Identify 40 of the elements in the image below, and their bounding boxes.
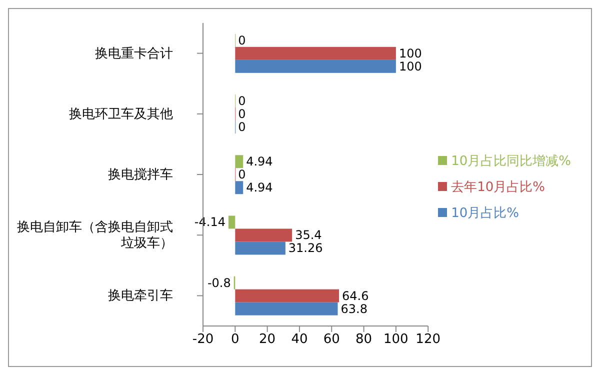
data-label: 63.8 [340,302,368,316]
x-tick-label: 0 [231,332,240,348]
x-tick-label: 100 [384,332,408,348]
data-label: 31.26 [288,241,323,256]
x-tick-label: -20 [192,332,214,348]
data-label: 0 [238,33,246,48]
legend-label: 去年10月占比% [451,180,545,194]
legend-label: 10月占比同比增减% [451,154,571,168]
data-label: 4.94 [246,154,273,169]
data-label: 35.4 [295,228,322,242]
bar [228,216,236,229]
bar [235,302,338,316]
data-label: 100 [398,46,422,60]
x-tick-label: 20 [259,332,276,348]
bar [235,155,244,168]
y-tick-label: 换电牵引车 [108,288,173,304]
bar [235,181,244,194]
bar [235,242,286,255]
data-label: 0 [238,107,246,122]
data-label: -0.8 [207,276,231,290]
y-tick-label: 换电自卸车（含换电自卸式垃圾车） [17,220,173,251]
bar [235,289,340,302]
bar [235,46,396,60]
data-label: 0 [238,168,246,182]
legend-label: 10月占比% [451,206,519,220]
bar [235,228,292,242]
data-label: 0 [238,120,246,134]
data-label: 64.6 [342,288,369,303]
data-label: -4.14 [194,215,226,230]
x-tick-label: 120 [416,332,441,348]
x-tick-label: 80 [356,332,372,348]
data-label: 0 [238,94,246,108]
x-tick-label: 60 [323,332,340,348]
y-tick-label: 换电环卫车及其他 [69,106,173,122]
bar [235,60,396,73]
data-label: 100 [398,59,422,74]
x-tick-label: 40 [291,332,308,348]
y-tick-label: 换电搅拌车 [108,167,173,182]
y-tick-label: 换电重卡合计 [95,46,173,61]
data-label: 4.94 [246,180,273,195]
